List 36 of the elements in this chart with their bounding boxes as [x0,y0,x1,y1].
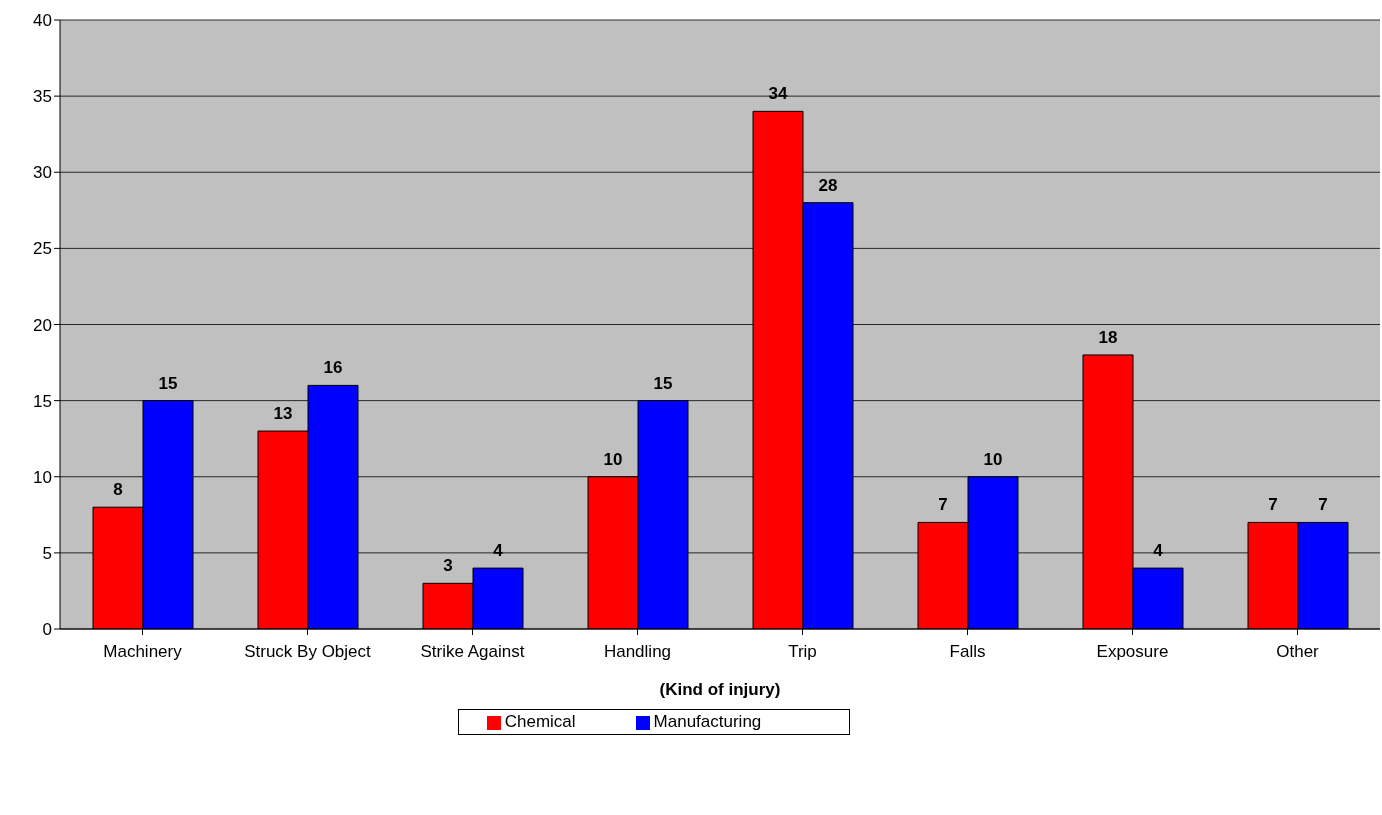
x-tick-label: Falls [949,642,986,662]
x-tick-label: Other [1276,642,1320,662]
y-tick-label: 35 [33,87,52,107]
x-tick-label: Handling [603,642,672,662]
x-tick-label: Trip [788,642,817,662]
y-tick-label: 20 [33,315,52,335]
data-label: 15 [653,373,673,393]
data-label: 7 [1268,495,1278,515]
x-tick-label: Strike Against [420,642,525,662]
data-label: 13 [273,404,293,424]
x-tick-label: Exposure [1096,642,1169,662]
y-tick-label: 0 [42,620,52,640]
y-tick-label: 10 [33,467,52,487]
data-label: 4 [1153,541,1164,561]
y-tick-label: 30 [33,163,52,183]
x-tick-label: Machinery [103,642,183,662]
data-label: 18 [1098,327,1118,347]
x-tick-label: Struck By Object [244,642,372,662]
data-label: 3 [443,556,453,576]
data-label: 28 [818,175,838,195]
data-label: 8 [113,480,123,500]
x-axis-title: (Kind of injury) [659,680,781,699]
data-label: 10 [983,449,1003,469]
data-label: 15 [158,373,178,393]
legend-label: Chemical [504,712,576,731]
y-tick-label: 5 [42,543,52,563]
legend-label: Manufacturing [653,712,762,731]
data-label: 7 [938,495,948,515]
data-label: 7 [1318,495,1328,515]
data-label: 10 [603,449,623,469]
y-tick-label: 40 [33,11,52,31]
data-label: 34 [768,84,788,104]
data-label: 4 [493,541,504,561]
data-label: 16 [323,358,343,378]
y-tick-label: 25 [33,239,52,259]
y-tick-label: 15 [33,391,52,411]
